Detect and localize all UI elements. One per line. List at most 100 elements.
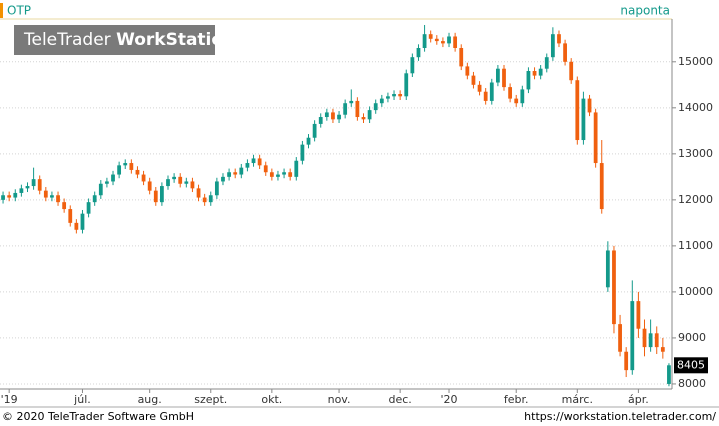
y-tick-label: 10000: [678, 285, 713, 298]
candle-body: [135, 169, 140, 175]
candle-body: [447, 36, 451, 44]
candle-body: [386, 96, 390, 99]
x-tick-label: júl.: [73, 393, 91, 406]
candle-body: [337, 114, 341, 120]
last-price-box: [674, 357, 708, 374]
candle-body: [68, 209, 73, 223]
candle-body: [630, 301, 635, 371]
candle-body: [227, 172, 231, 177]
watermark-box: [14, 25, 215, 55]
candle-body: [214, 181, 219, 196]
candle-body: [575, 80, 580, 141]
candle-body: [245, 163, 250, 168]
candle-body: [508, 87, 513, 99]
watermark: TeleTrader WorkStation: [23, 30, 235, 50]
candle-body: [392, 94, 396, 97]
y-tick-label: 13000: [678, 147, 713, 160]
candle-body: [355, 100, 360, 118]
candle-body: [544, 57, 549, 69]
candle-body: [331, 112, 335, 120]
candle-body: [257, 158, 262, 166]
y-tick-label: 12000: [678, 193, 713, 206]
candle-body: [80, 213, 85, 230]
candle-body: [300, 144, 305, 161]
y-tick-label: 8000: [678, 377, 706, 390]
candle-body: [111, 174, 115, 182]
candle-body: [514, 98, 519, 104]
candle-body: [495, 68, 500, 83]
candle-body: [269, 172, 274, 177]
x-tick-label: márc.: [562, 393, 593, 406]
candle-body: [105, 181, 109, 184]
candle-body: [379, 98, 384, 104]
last-price-label: 8405: [677, 358, 705, 371]
candle-body: [465, 66, 470, 76]
candle-body: [563, 43, 567, 62]
candle-body: [25, 186, 30, 189]
x-tick-label: dec.: [388, 393, 411, 406]
candle-body: [62, 202, 67, 210]
candle-body: [605, 250, 610, 288]
candle-body: [532, 71, 537, 76]
candle-body: [434, 38, 439, 42]
footer-copyright: © 2020 TeleTrader Software GmbH: [2, 410, 194, 423]
candle-body: [538, 68, 543, 76]
plot: [0, 24, 672, 387]
candle-body: [276, 174, 280, 177]
x-tick-label: nov.: [328, 393, 351, 406]
candle-body: [172, 176, 177, 180]
candle-body: [453, 36, 458, 48]
candle-body: [624, 351, 629, 371]
candle-body: [263, 165, 268, 173]
chart-subtitle: naponta: [620, 4, 670, 18]
candle-body: [288, 172, 293, 177]
candle-body: [612, 250, 616, 325]
candle-body: [410, 57, 415, 74]
x-tick-label: aug.: [138, 393, 162, 406]
candle-body: [459, 47, 464, 67]
candle-body: [550, 34, 555, 58]
candle-body: [520, 89, 525, 104]
footer-url: https://workstation.teletrader.com/: [524, 410, 716, 423]
candle-body: [178, 176, 183, 184]
candle-body: [221, 176, 225, 182]
candle-body: [428, 34, 433, 39]
candle-body: [367, 110, 372, 120]
candle-body: [123, 163, 128, 166]
candle-body: [587, 98, 592, 113]
candle-body: [74, 222, 79, 230]
watermark-brand: TeleTrader: [23, 30, 111, 50]
candle-body: [43, 190, 48, 198]
candle-body: [184, 181, 189, 184]
x-tick-label: '19: [1, 393, 18, 406]
candle-body: [599, 163, 604, 210]
candle-body: [50, 195, 54, 198]
candle-body: [416, 47, 421, 58]
candle-body: [153, 190, 158, 203]
candle-body: [37, 179, 42, 191]
candle-body: [196, 188, 201, 198]
candle-body: [117, 165, 122, 175]
candle-body: [502, 68, 506, 88]
candle-body: [557, 34, 561, 44]
candle-body: [1, 195, 5, 200]
candle-body: [398, 94, 403, 97]
candle-body: [7, 195, 12, 198]
candle-body: [251, 158, 256, 164]
candle-body: [13, 192, 18, 198]
candle-body: [349, 100, 354, 104]
candle-body: [147, 181, 152, 191]
x-tick-label: okt.: [261, 393, 282, 406]
candle-body: [92, 195, 97, 203]
candle-body: [239, 167, 244, 175]
y-tick-label: 11000: [678, 239, 713, 252]
candle-body: [86, 202, 91, 214]
candle-body: [660, 347, 665, 352]
candle-body: [343, 103, 348, 115]
x-tick-label: febr.: [504, 393, 529, 406]
candle-body: [324, 112, 329, 118]
candle-body: [569, 61, 574, 81]
candle-body: [56, 195, 60, 203]
y-tick-label: 15000: [678, 55, 713, 68]
candle-body: [98, 183, 103, 196]
